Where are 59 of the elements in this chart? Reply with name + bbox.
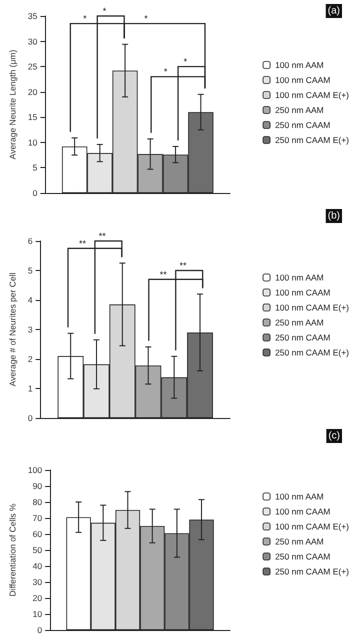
y-tick-label: 3 [28,324,33,334]
y-tick-label: 0 [28,413,33,423]
text: ** [98,231,106,241]
y-axis-title: Average Neurite Length (μm) [8,50,18,160]
legend-label: 250 nm CAAM [275,552,330,562]
y-tick-label: 4 [28,295,33,305]
legend-label: 100 nm CAAM E(+) [275,522,350,532]
legend-label: 250 nm CAAM E(+) [275,348,350,358]
y-tick-label: 6 [28,236,33,246]
y-tick-label: 70 [32,513,42,523]
y-tick-label: 40 [32,561,42,571]
annotation: ** [179,260,187,270]
y-tick-label: 30 [28,36,38,46]
y-tick-label: 20 [28,86,38,97]
y-tick-label: 15 [28,112,38,122]
y-tick-label: 60 [32,529,42,539]
y-tick-label: 80 [32,497,42,507]
legend-label: 250 nm AAM [275,105,324,115]
y-tick-label: 100 [28,465,42,475]
y-tick-label: 2 [28,354,33,364]
legend-label: 250 nm CAAM E(+) [275,566,350,576]
y-tick-label: 0 [37,625,42,635]
annotation: ** [79,238,87,248]
legend-label: 250 nm AAM [275,318,324,328]
legend-label: 100 nm AAM [275,272,324,282]
y-tick-label: 10 [28,137,38,148]
legend-label: 250 nm CAAM [275,120,330,130]
y-axis-title: Differentiation of Cells % [8,503,18,596]
annotation: * [164,66,168,77]
legend-label: 100 nm AAM [275,60,324,70]
text: (c) [328,430,340,442]
legend-label: 100 nm AAM [275,492,324,502]
text: (b) [328,210,340,222]
legend-label: 250 nm CAAM [275,332,330,342]
y-tick-label: 50 [32,545,42,555]
annotation: * [144,14,148,24]
legend-label: 100 nm CAAM E(+) [275,90,350,100]
legend-label: 100 nm CAAM E(+) [275,302,350,312]
y-tick-label: 10 [32,609,42,619]
y-tick-label: 20 [32,593,42,603]
legend-label: 250 nm CAAM E(+) [275,135,350,145]
annotation: * [184,56,188,67]
y-tick-label: 30 [32,577,42,587]
y-tick-label: 1 [28,384,33,394]
legend-label: 250 nm AAM [275,536,324,546]
text: (a) [328,6,340,16]
y-tick-label: 25 [28,62,38,72]
y-tick-label: 35 [28,11,38,21]
text: * [102,6,107,16]
legend-label: 100 nm CAAM [275,506,330,516]
y-tick-label: 5 [28,266,33,276]
y-tick-label: 90 [32,481,42,491]
annotation: ** [160,269,168,280]
y-tick-label: 0 [32,188,38,198]
y-tick-label: 5 [32,162,38,173]
y-axis-title: Average # of Neurites per Cell [8,272,18,386]
legend-label: 100 nm CAAM [275,75,330,85]
annotation: * [83,14,88,24]
legend-label: 100 nm CAAM [275,288,330,298]
